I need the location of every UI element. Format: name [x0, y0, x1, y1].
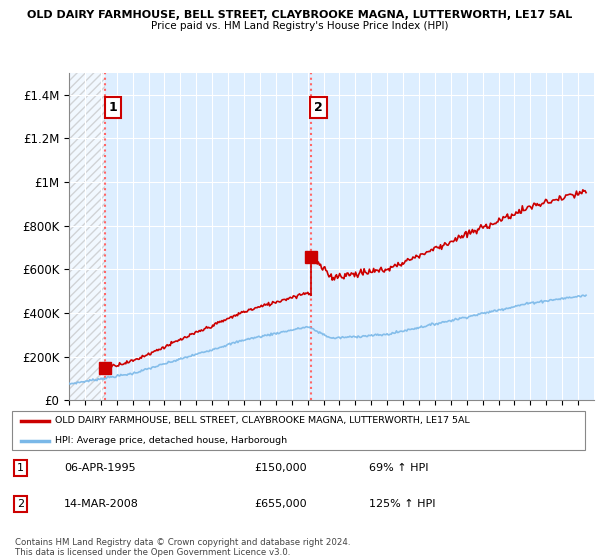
Text: 1: 1 — [108, 101, 117, 114]
Text: OLD DAIRY FARMHOUSE, BELL STREET, CLAYBROOKE MAGNA, LUTTERWORTH, LE17 5AL: OLD DAIRY FARMHOUSE, BELL STREET, CLAYBR… — [55, 416, 470, 425]
Text: 2: 2 — [314, 101, 323, 114]
Text: 2: 2 — [17, 499, 24, 509]
Text: Price paid vs. HM Land Registry's House Price Index (HPI): Price paid vs. HM Land Registry's House … — [151, 21, 449, 31]
Text: OLD DAIRY FARMHOUSE, BELL STREET, CLAYBROOKE MAGNA, LUTTERWORTH, LE17 5AL: OLD DAIRY FARMHOUSE, BELL STREET, CLAYBR… — [28, 10, 572, 20]
Text: 125% ↑ HPI: 125% ↑ HPI — [369, 499, 436, 509]
Text: HPI: Average price, detached house, Harborough: HPI: Average price, detached house, Harb… — [55, 436, 287, 445]
Text: 14-MAR-2008: 14-MAR-2008 — [64, 499, 139, 509]
Text: 06-APR-1995: 06-APR-1995 — [64, 463, 136, 473]
Text: £150,000: £150,000 — [254, 463, 307, 473]
FancyBboxPatch shape — [12, 411, 585, 450]
Text: £655,000: £655,000 — [254, 499, 307, 509]
Text: 69% ↑ HPI: 69% ↑ HPI — [369, 463, 428, 473]
Text: 1: 1 — [17, 463, 24, 473]
Text: Contains HM Land Registry data © Crown copyright and database right 2024.
This d: Contains HM Land Registry data © Crown c… — [15, 538, 350, 557]
